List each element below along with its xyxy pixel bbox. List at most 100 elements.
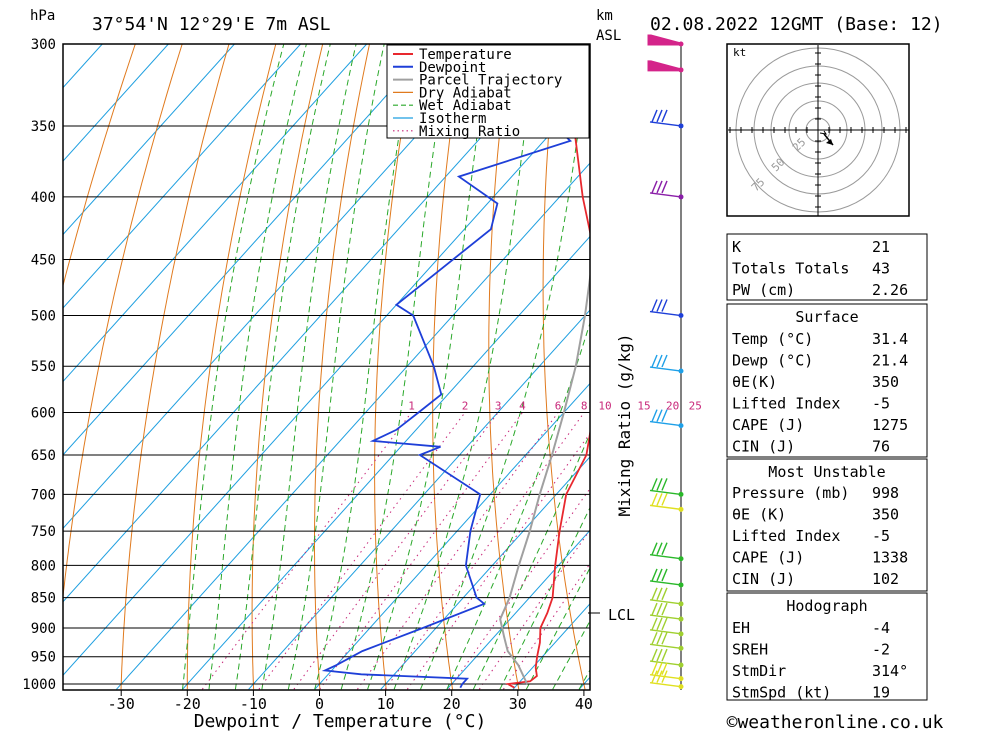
- wind-barb-staff: [649, 366, 682, 372]
- index-value: -2: [872, 641, 890, 659]
- index-value: 19: [872, 684, 890, 702]
- wind-level-dot: [678, 676, 684, 682]
- index-value: 43: [872, 260, 890, 278]
- mixing-ratio-label: 25: [689, 399, 702, 412]
- index-value: 21.4: [872, 352, 908, 370]
- x-tick-label: 40: [575, 695, 593, 713]
- wind-barb-staff: [649, 121, 682, 127]
- wind-barb: [651, 493, 658, 506]
- lcl-label: LCL: [608, 606, 635, 624]
- wind-level-dot: [678, 123, 684, 129]
- index-label: EH: [732, 619, 750, 637]
- isotherm-line: [63, 44, 301, 309]
- legend-label: Isotherm: [419, 111, 486, 127]
- pressure-tick-label: 450: [31, 253, 56, 269]
- mixing-ratio-line: [406, 432, 590, 690]
- mixing-ratio-line: [478, 529, 590, 690]
- wind-level-dot: [678, 684, 684, 690]
- dry-adiabat-line: [63, 44, 183, 602]
- index-label: CIN (J): [732, 438, 795, 456]
- wet-adiabat-lines: [182, 44, 590, 690]
- index-value: -4: [872, 619, 890, 637]
- dewpoint-line: [321, 44, 573, 689]
- index-value: 21: [872, 238, 890, 256]
- wind-barb: [656, 648, 663, 662]
- pressure-tick-label: 550: [31, 359, 56, 375]
- wind-level-dot: [678, 41, 684, 47]
- wind-level-dot: [678, 506, 684, 512]
- wind-barb: [661, 648, 668, 662]
- wind-level-dot: [678, 645, 684, 651]
- dry-adiabat-line: [432, 44, 464, 690]
- wind-level-dot: [678, 662, 684, 668]
- wind-barb: [651, 648, 658, 662]
- index-label: PW (cm): [732, 281, 795, 299]
- mixing-ratio-line: [258, 412, 466, 690]
- wind-barb: [661, 109, 668, 123]
- wind-barb: [656, 568, 663, 582]
- isotherm-line: [63, 44, 235, 236]
- dry-adiabat-line: [314, 44, 370, 690]
- mixing-ratio-line: [293, 412, 499, 690]
- pressure-tick-label: 600: [31, 405, 56, 421]
- pressure-tick-label: 350: [31, 119, 56, 135]
- wind-level-dot: [678, 601, 684, 607]
- isotherm-line: [380, 456, 590, 690]
- index-label: StmSpd (kt): [732, 684, 831, 702]
- index-table: K 21 Totals Totals 43 PW (cm) 2.26 Surface Temp…: [726, 233, 928, 702]
- wind-barb-staff: [649, 504, 682, 511]
- pressure-units-label: hPa: [30, 8, 55, 24]
- wind-barb: [661, 299, 668, 312]
- x-axis-label: Dewpoint / Temperature (°C): [194, 711, 487, 732]
- mixing-ratio-labels: 1 2 3 4 6 8 10 15 20 25: [408, 399, 702, 412]
- temperature-line: [505, 84, 590, 689]
- index-label: Totals Totals: [732, 260, 849, 278]
- index-value: 76: [872, 438, 890, 456]
- wind-barb: [651, 632, 658, 645]
- plot-frame: [62, 43, 591, 691]
- wet-adiabat-line: [182, 44, 285, 690]
- wind-barb: [656, 587, 663, 601]
- wind-barb: [661, 542, 668, 555]
- wind-barb: [661, 632, 668, 645]
- index-value: -5: [872, 527, 890, 545]
- dry-adiabat-line: [120, 44, 230, 690]
- x-tick-label: 30: [509, 695, 527, 713]
- x-tick-label: 0: [315, 695, 324, 713]
- wind-barb: [656, 493, 663, 506]
- wind-barb: [651, 542, 658, 555]
- mixing-ratio-label: 6: [555, 399, 562, 412]
- index-value: 350: [872, 373, 899, 391]
- mixing-ratio-label: 20: [666, 399, 679, 412]
- wind-barb-staff: [649, 681, 682, 688]
- wind-barb: [656, 409, 663, 422]
- wind-level-dot: [678, 616, 684, 622]
- wind-barb: [661, 568, 668, 582]
- wind-level-dot: [678, 556, 684, 562]
- index-label: K: [732, 238, 741, 256]
- pressure-tick-label: 950: [31, 650, 56, 666]
- legend-label: Dewpoint: [419, 60, 486, 76]
- wind-barb: [651, 354, 658, 368]
- wind-barb: [661, 180, 668, 194]
- wind-level-dot: [678, 631, 684, 637]
- pressure-tick-labels: 300 350 400 450 500 550 600 650 700 750 800 850 900 9…: [22, 37, 56, 693]
- wet-adiabat-line: [472, 432, 590, 690]
- wind-level-dot: [678, 582, 684, 588]
- index-label: CAPE (J): [732, 549, 804, 567]
- mixing-ratio-label: 10: [598, 399, 611, 412]
- mixing-ratio-line: [319, 412, 523, 690]
- wind-barb-staff: [649, 192, 682, 198]
- mixing-ratio-line: [384, 412, 585, 690]
- wind-barb: [651, 109, 658, 123]
- wind-barb: [656, 670, 663, 683]
- mixing-ratio-label: 15: [637, 399, 650, 412]
- mixing-ratio-label: 8: [581, 399, 588, 412]
- x-tick-label: 10: [377, 695, 395, 713]
- wind-barb: [651, 299, 658, 312]
- mixing-ratio-label: 2: [462, 399, 469, 412]
- index-value: 2.26: [872, 281, 908, 299]
- wind-barb-staff: [649, 554, 682, 560]
